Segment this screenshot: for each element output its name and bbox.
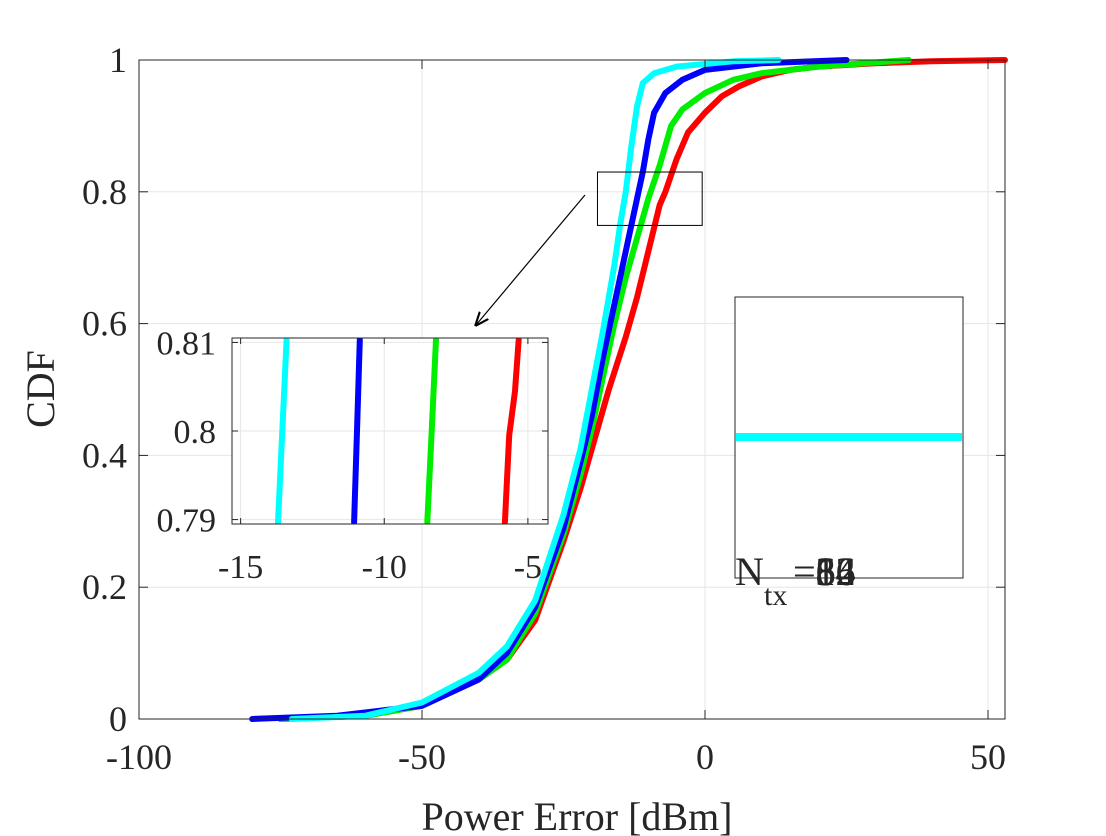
- inset-series-line-green: [424, 338, 439, 524]
- inset-xtick-label: -5: [514, 549, 542, 586]
- ytick-label: 0.2: [82, 567, 127, 607]
- x-axis-label: Power Error [dBm]: [421, 794, 732, 836]
- inset-series-line-red: [501, 338, 522, 524]
- legend: Ntx=8=16=32=64: [734, 296, 964, 612]
- xtick-label: 0: [696, 737, 714, 777]
- xtick-label: 50: [970, 737, 1006, 777]
- main-axes-box: [138, 59, 1006, 720]
- series-line-cyan: [288, 57, 782, 722]
- series-line-green: [277, 57, 912, 722]
- ytick-label: 0.4: [82, 435, 127, 475]
- legend-entry-value: =16: [793, 549, 856, 594]
- xtick-label: -100: [106, 737, 172, 777]
- zoom-arrow: [476, 194, 586, 325]
- inset-xtick-label: -15: [218, 549, 263, 586]
- inset-ytick-label: 0.8: [174, 414, 217, 451]
- inset-series-line-cyan: [275, 338, 290, 524]
- inset-ytick-label: 0.79: [157, 503, 217, 540]
- legend-entry-symbol: N: [735, 549, 764, 594]
- legend-entry-value: =64: [793, 549, 856, 594]
- series-line-blue: [249, 57, 850, 722]
- y-axis-label: CDF: [18, 350, 63, 428]
- inset-ytick-label: 0.81: [157, 325, 217, 362]
- inset-xtick-label: -10: [362, 549, 407, 586]
- ytick-label: 0: [109, 699, 127, 739]
- inset-plot: -15 -10 -5 0.79 0.8 0.81: [157, 325, 549, 586]
- legend-entry-value: =8: [793, 549, 836, 594]
- ytick-label: 0.8: [82, 172, 127, 212]
- ytick-label: 1: [109, 40, 127, 80]
- legend-entry-subscript: tx: [764, 579, 787, 612]
- inset-series: [275, 338, 522, 524]
- xtick-label: -50: [398, 737, 446, 777]
- zoom-box: [596, 171, 703, 226]
- legend-entry-value: =32: [793, 549, 856, 594]
- inset-series-line-blue: [351, 338, 363, 524]
- ytick-label: 0.6: [82, 304, 127, 344]
